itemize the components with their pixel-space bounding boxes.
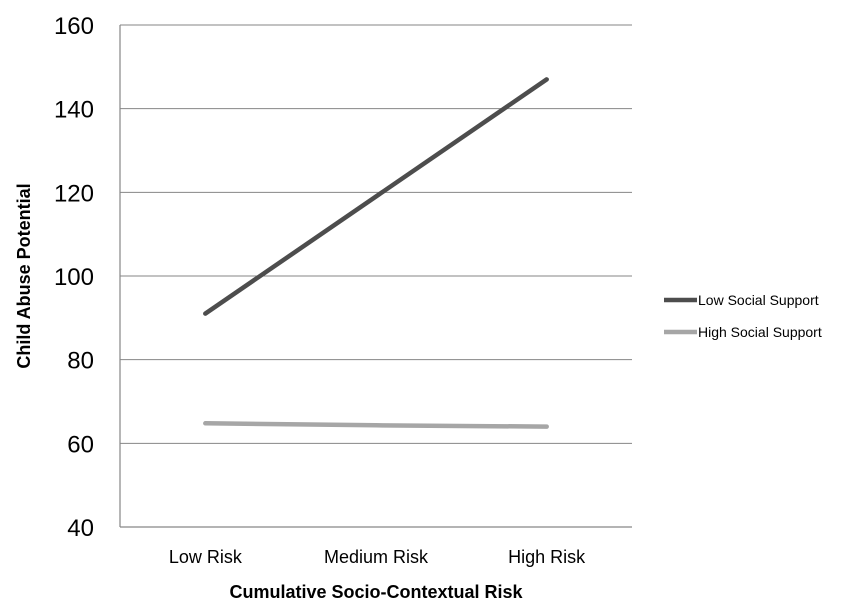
x-tick-label: Medium Risk <box>324 547 429 567</box>
series-line-2 <box>203 421 549 429</box>
y-tick-label: 160 <box>54 13 94 40</box>
y-tick-label: 40 <box>67 515 94 542</box>
y-tick-label: 60 <box>67 431 94 458</box>
y-tick-label: 100 <box>54 264 94 291</box>
y-tick-label: 120 <box>54 180 94 207</box>
legend-label: High Social Support <box>698 324 822 340</box>
series-lines <box>203 77 549 429</box>
legend-label: Low Social Support <box>698 292 819 308</box>
gridlines <box>120 24 632 444</box>
x-axis-title: Cumulative Socio-Contextual Risk <box>229 582 523 601</box>
x-tick-labels: Low Risk Medium Risk High Risk <box>169 547 586 567</box>
series-line-1 <box>203 77 549 316</box>
x-tick-label: Low Risk <box>169 547 243 567</box>
legend: Low Social Support High Social Support <box>664 292 822 340</box>
y-axis-title: Child Abuse Potential <box>14 183 34 368</box>
y-tick-label: 140 <box>54 97 94 124</box>
y-tick-label: 80 <box>67 348 94 375</box>
axes <box>119 25 632 528</box>
x-tick-label: High Risk <box>508 547 586 567</box>
y-tick-labels: 40 60 80 100 120 140 160 <box>54 13 94 542</box>
